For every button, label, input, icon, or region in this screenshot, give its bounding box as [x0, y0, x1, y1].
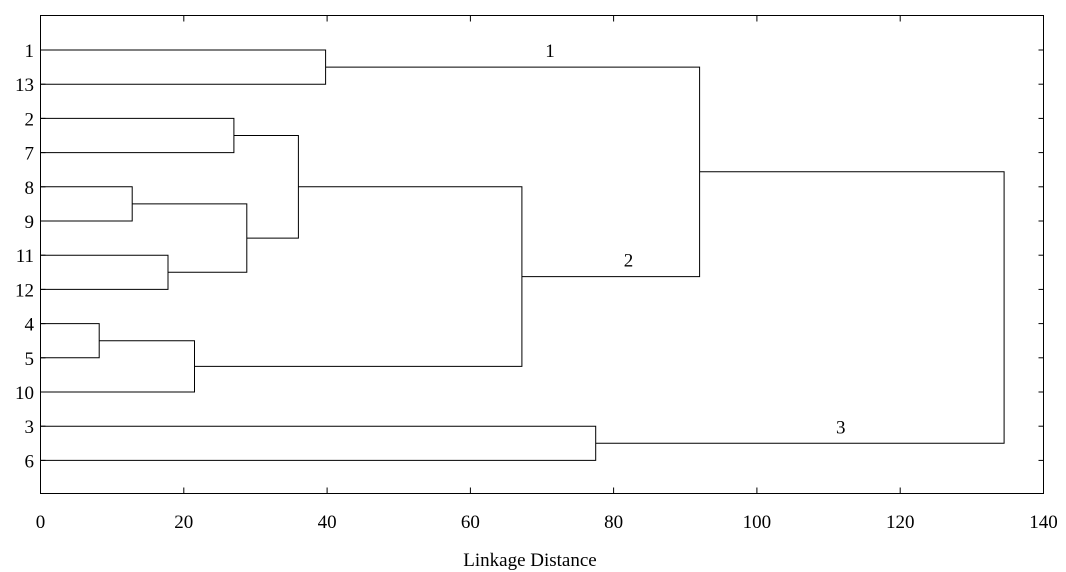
x-tick-label: 140: [1029, 512, 1058, 533]
link-m2_12: [233, 135, 299, 239]
plot-frame: [40, 15, 1044, 494]
x-tick-label: 20: [174, 512, 193, 533]
link-m4_10: [40, 340, 195, 393]
link-m2_7: [40, 117, 235, 154]
link-m2_10: [194, 186, 523, 367]
cluster-label-3: 3: [836, 417, 846, 438]
leaf-label-2: 2: [25, 109, 35, 130]
x-axis-title: Linkage Distance: [463, 550, 596, 571]
link-m8_9: [40, 186, 133, 222]
x-tick-label: 40: [318, 512, 337, 533]
cluster-label-1: 1: [545, 41, 555, 62]
x-tick-label: 0: [36, 512, 46, 533]
leaf-label-3: 3: [25, 417, 35, 438]
leaf-label-6: 6: [25, 451, 35, 472]
link-m11_12: [40, 254, 169, 290]
cluster-label-2: 2: [624, 251, 634, 272]
link-m1_13: [40, 49, 327, 85]
link-mA: [325, 66, 701, 278]
x-tick-label: 120: [886, 512, 915, 533]
leaf-label-8: 8: [25, 178, 35, 199]
x-tick-label: 60: [461, 512, 480, 533]
leaf-label-5: 5: [25, 349, 35, 370]
link-root: [595, 171, 1005, 444]
leaf-label-12: 12: [15, 280, 34, 301]
leaf-label-10: 10: [15, 383, 34, 404]
leaf-label-11: 11: [16, 246, 34, 267]
leaf-label-1: 1: [25, 41, 35, 62]
x-tick-label: 80: [604, 512, 623, 533]
cluster-labels: 1 2 3: [545, 41, 845, 438]
link-m3_6: [40, 425, 597, 461]
leaf-labels: 1 13 2 7 8 9 11 12 4 5 10 3 6: [15, 41, 35, 472]
leaf-label-13: 13: [15, 75, 34, 96]
leaf-label-9: 9: [25, 212, 35, 233]
x-tick-label: 100: [743, 512, 772, 533]
leaf-label-7: 7: [25, 144, 35, 165]
x-axis-ticks: 0 20 40 60 80 100 120 140: [36, 15, 1058, 533]
link-m4_5: [40, 323, 100, 359]
dendrogram-links: [40, 49, 1005, 461]
leaf-label-4: 4: [25, 315, 35, 336]
link-m8_12: [132, 203, 248, 273]
